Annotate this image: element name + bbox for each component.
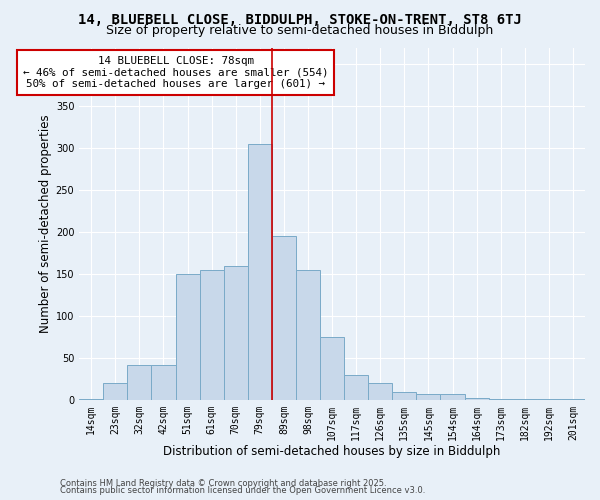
Bar	[248, 144, 272, 400]
Bar	[200, 270, 224, 400]
Text: Size of property relative to semi-detached houses in Biddulph: Size of property relative to semi-detach…	[106, 24, 494, 37]
X-axis label: Distribution of semi-detached houses by size in Biddulph: Distribution of semi-detached houses by …	[163, 444, 501, 458]
Bar	[151, 365, 176, 400]
Bar	[537, 398, 561, 400]
Bar	[127, 365, 151, 400]
Bar	[464, 398, 488, 400]
Text: Contains HM Land Registry data © Crown copyright and database right 2025.: Contains HM Land Registry data © Crown c…	[60, 478, 386, 488]
Bar	[416, 394, 440, 400]
Bar	[224, 266, 248, 400]
Bar	[176, 274, 200, 400]
Bar	[368, 384, 392, 400]
Text: Contains public sector information licensed under the Open Government Licence v3: Contains public sector information licen…	[60, 486, 425, 495]
Bar	[440, 394, 464, 400]
Y-axis label: Number of semi-detached properties: Number of semi-detached properties	[38, 114, 52, 333]
Text: 14, BLUEBELL CLOSE, BIDDULPH, STOKE-ON-TRENT, ST8 6TJ: 14, BLUEBELL CLOSE, BIDDULPH, STOKE-ON-T…	[78, 12, 522, 26]
Bar	[272, 236, 296, 400]
Text: 14 BLUEBELL CLOSE: 78sqm
← 46% of semi-detached houses are smaller (554)
50% of : 14 BLUEBELL CLOSE: 78sqm ← 46% of semi-d…	[23, 56, 328, 89]
Bar	[488, 398, 513, 400]
Bar	[392, 392, 416, 400]
Bar	[344, 375, 368, 400]
Bar	[296, 270, 320, 400]
Bar	[103, 384, 127, 400]
Bar	[320, 337, 344, 400]
